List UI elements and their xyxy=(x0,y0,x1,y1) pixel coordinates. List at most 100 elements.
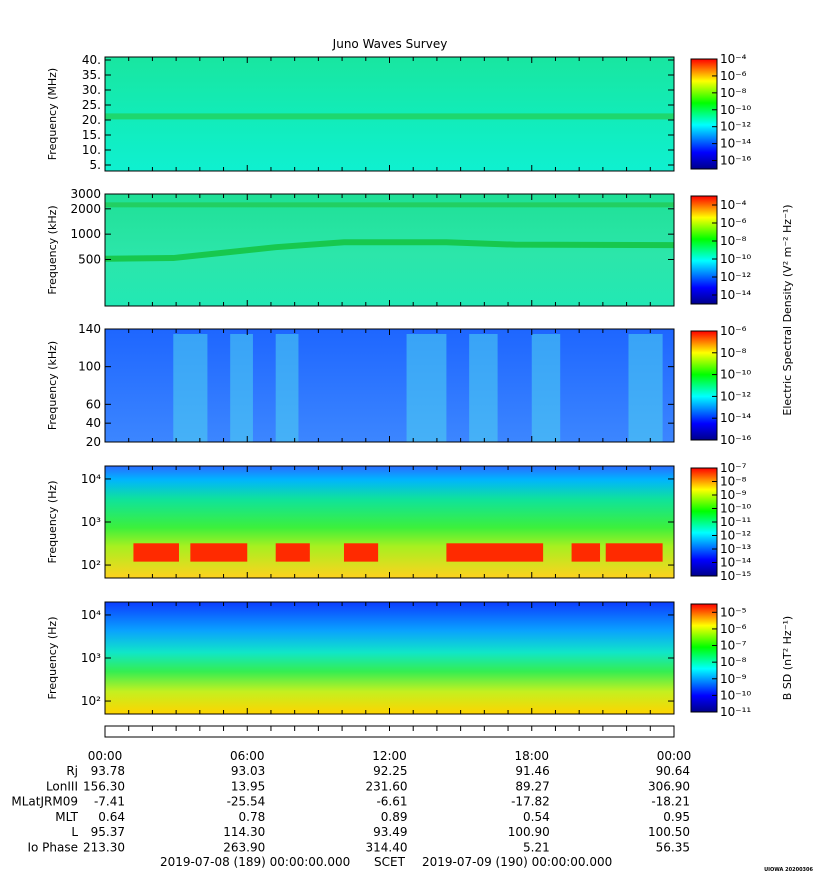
y-tick-label: 35. xyxy=(82,68,101,82)
intensity-patch-3 xyxy=(275,543,310,562)
colorbar-tick-label: 10⁻¹³ xyxy=(720,542,751,556)
y-tick-label: 2000 xyxy=(70,202,101,216)
panel-5-ylabel: Frequency (Hz) xyxy=(46,617,59,700)
intensity-patch-7 xyxy=(605,543,663,562)
colorbar-tick-label: 10⁻¹⁰ xyxy=(720,103,751,117)
y-tick-label: 10³ xyxy=(81,651,101,665)
ephemeris-value: 93.49 xyxy=(373,825,407,839)
ephemeris-value: -7.41 xyxy=(94,795,125,809)
ephemeris-label: MLatJRM09 xyxy=(11,795,78,809)
emission-band-21mhz xyxy=(105,113,674,120)
colorbar-tick-label: 10⁻¹⁴ xyxy=(720,137,751,151)
colorbar-tick-label: 10⁻⁷ xyxy=(720,639,747,653)
ephemeris-value: 93.78 xyxy=(91,764,125,778)
ephemeris-value: -25.54 xyxy=(227,795,266,809)
colorbar-tick-label: 10⁻¹² xyxy=(720,389,751,403)
ephemeris-value: 0.78 xyxy=(239,810,266,824)
intensity-patch-6 xyxy=(571,543,601,562)
y-tick-label: 140 xyxy=(78,322,101,336)
colorbar-tick-label: 10⁻⁸ xyxy=(720,475,747,489)
colorbar-tick-label: 10⁻⁴ xyxy=(720,52,747,66)
ephemeris-label: MLT xyxy=(55,810,78,824)
colorbar-tick-label: 10⁻⁸ xyxy=(720,234,747,248)
colorbar-tick-label: 10⁻⁸ xyxy=(720,655,747,669)
ephemeris-value: 263.90 xyxy=(223,841,265,855)
panel-3-colorbar xyxy=(690,330,718,441)
y-tick-label: 100 xyxy=(78,360,101,374)
ephemeris-value: 95.37 xyxy=(91,825,125,839)
emission-band-2200khz xyxy=(105,202,674,208)
colorbar-tick-label: 10⁻¹⁶ xyxy=(720,154,751,168)
ephemeris-value: 100.90 xyxy=(508,825,550,839)
colorbar-tick-label: 10⁻¹¹ xyxy=(720,705,751,719)
ephemeris-value: 156.30 xyxy=(83,779,125,793)
y-tick-label: 10⁴ xyxy=(81,608,101,622)
burst-7 xyxy=(628,334,663,442)
panel-2-spectrogram xyxy=(105,194,674,306)
burst-5 xyxy=(469,334,498,442)
y-tick-label: 15. xyxy=(82,128,101,142)
ephemeris-value: 314.40 xyxy=(366,841,408,855)
panel-3-ylabel: Frequency (kHz) xyxy=(46,341,59,430)
y-tick-label: 40. xyxy=(82,53,101,67)
y-tick-label: 10³ xyxy=(81,515,101,529)
footer-start-time: 2019-07-08 (189) 00:00:00.000 xyxy=(160,855,351,869)
burst-4 xyxy=(406,334,447,442)
time-label: 12:00 xyxy=(372,749,407,763)
panel-4-colorbar xyxy=(690,467,718,577)
colorbar-tick-label: 10⁻⁶ xyxy=(720,324,747,338)
panel-1-colorbar xyxy=(690,58,718,170)
emission-band-lower xyxy=(104,239,675,262)
colorbar-tick-label: 10⁻¹¹ xyxy=(720,515,751,529)
panel-2-colorbar xyxy=(690,195,718,305)
y-tick-label: 500 xyxy=(78,252,101,266)
ephemeris-value: 89.27 xyxy=(515,779,549,793)
y-tick-label: 10² xyxy=(81,558,101,572)
colorbar-tick-label: 10⁻⁶ xyxy=(720,622,747,636)
ephemeris-value: 13.95 xyxy=(231,779,265,793)
colorbar-tick-label: 10⁻⁹ xyxy=(720,672,747,686)
colorbar-tick-label: 10⁻¹⁰ xyxy=(720,252,751,266)
ephemeris-value: 92.25 xyxy=(373,764,407,778)
colorbar-tick-label: 10⁻¹⁶ xyxy=(720,433,751,447)
ephemeris-label: LonIII xyxy=(46,779,78,793)
ephemeris-value: 213.30 xyxy=(83,841,125,855)
burst-2 xyxy=(230,334,253,442)
colorbar-tick-label: 10⁻¹⁵ xyxy=(720,569,751,583)
y-tick-label: 1000 xyxy=(70,227,101,241)
y-tick-label: 5. xyxy=(90,158,101,172)
ephemeris-value: 306.90 xyxy=(648,779,690,793)
colorbar-tick-label: 10⁻⁶ xyxy=(720,216,747,230)
colorbar-tick-label: 10⁻¹² xyxy=(720,120,751,134)
ephemeris-label: L xyxy=(71,825,78,839)
intensity-patch-1 xyxy=(133,543,179,562)
colorbar-tick-label: 10⁻¹⁴ xyxy=(720,411,751,425)
intensity-patch-5 xyxy=(446,543,544,562)
time-label: 06:00 xyxy=(230,749,265,763)
panel-2-ylabel: Frequency (kHz) xyxy=(46,205,59,294)
colorbar-tick-label: 10⁻⁷ xyxy=(720,461,747,475)
ephemeris-value: -17.82 xyxy=(511,795,550,809)
ephemeris-label: Io Phase xyxy=(27,841,78,855)
panel-5-colorbar xyxy=(690,603,718,713)
ephemeris-value: 90.64 xyxy=(656,764,690,778)
y-tick-label: 10⁴ xyxy=(81,472,101,486)
burst-1 xyxy=(173,334,208,442)
colorbar-tick-label: 10⁻⁴ xyxy=(720,198,747,212)
footer-end-time: 2019-07-09 (190) 00:00:00.000 xyxy=(422,855,613,869)
y-tick-label: 10² xyxy=(81,694,101,708)
colorbar-tick-label: 10⁻⁹ xyxy=(720,488,747,502)
y-tick-label: 20. xyxy=(82,113,101,127)
y-tick-label: 25. xyxy=(82,98,101,112)
ephemeris-value: -18.21 xyxy=(651,795,690,809)
ephemeris-value: 0.54 xyxy=(523,810,550,824)
colorbar-tick-label: 10⁻¹⁴ xyxy=(720,288,751,302)
colorbar-tick-label: 10⁻¹⁴ xyxy=(720,556,751,570)
intensity-patch-2 xyxy=(190,543,248,562)
ephemeris-value: 100.50 xyxy=(648,825,690,839)
ephemeris-value: 56.35 xyxy=(656,841,690,855)
y-tick-label: 30. xyxy=(82,83,101,97)
burst-6 xyxy=(531,334,561,442)
ephemeris-label: Rj xyxy=(66,764,78,778)
colorbar-tick-label: 10⁻¹⁰ xyxy=(720,368,751,382)
